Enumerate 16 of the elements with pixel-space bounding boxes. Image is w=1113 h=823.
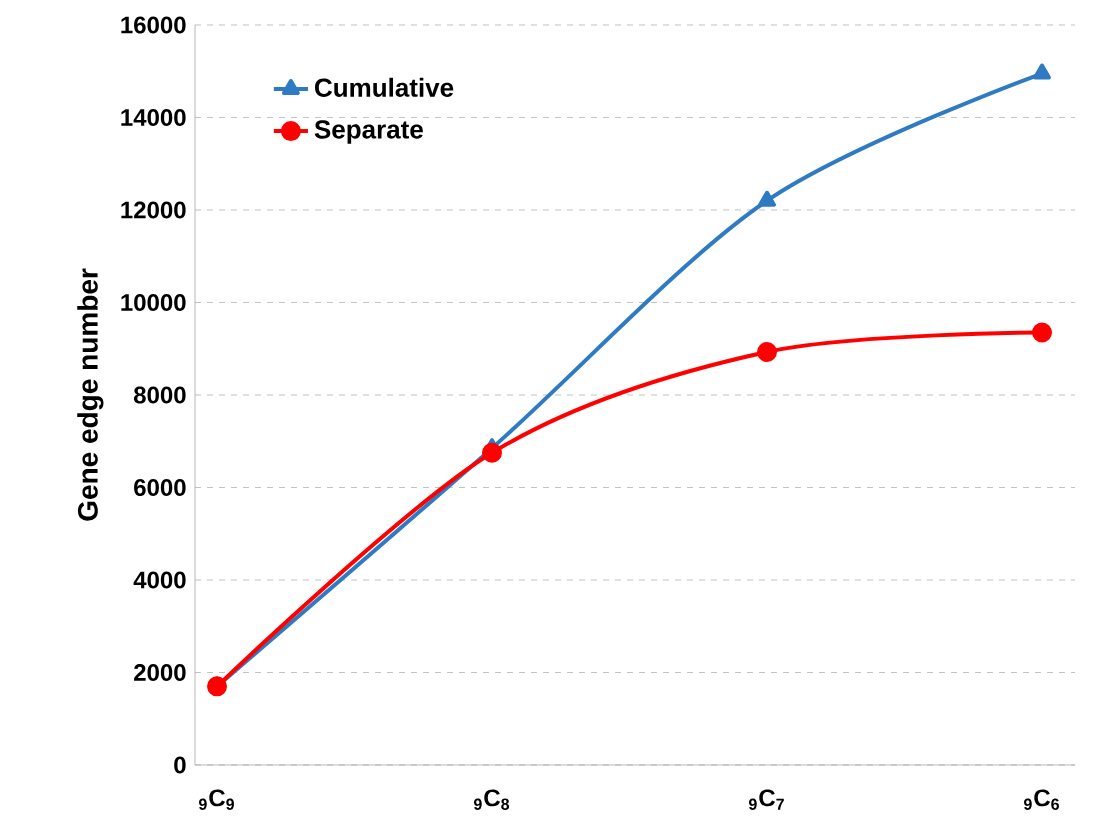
legend-label: Cumulative [315, 77, 454, 97]
y-tick-label: 14000 [121, 109, 186, 126]
y-tick-label: 10000 [121, 294, 186, 311]
y-tick-label: 8000 [133, 386, 186, 404]
y-axis-title: Gene edge number [77, 268, 104, 521]
y-tick-label: 12000 [121, 201, 186, 219]
y-tick-label: 4000 [133, 571, 186, 589]
legend-label: Separate [314, 120, 423, 144]
x-tick-label: $_{9}$C$_{8}$ [474, 789, 510, 810]
x-tick-label: $_{9}$C$_{9}$ [199, 789, 234, 810]
x-tick-label: $_{9}$C$_{6}$ [1024, 789, 1059, 810]
y-tick-label: 2000 [134, 664, 186, 681]
y-tick-label: 6000 [134, 479, 186, 496]
x-tick-label: $_{9}$C$_{7}$ [749, 789, 784, 810]
y-tick-label: 16000 [121, 16, 186, 34]
y-tick-label: 0 [174, 756, 186, 774]
